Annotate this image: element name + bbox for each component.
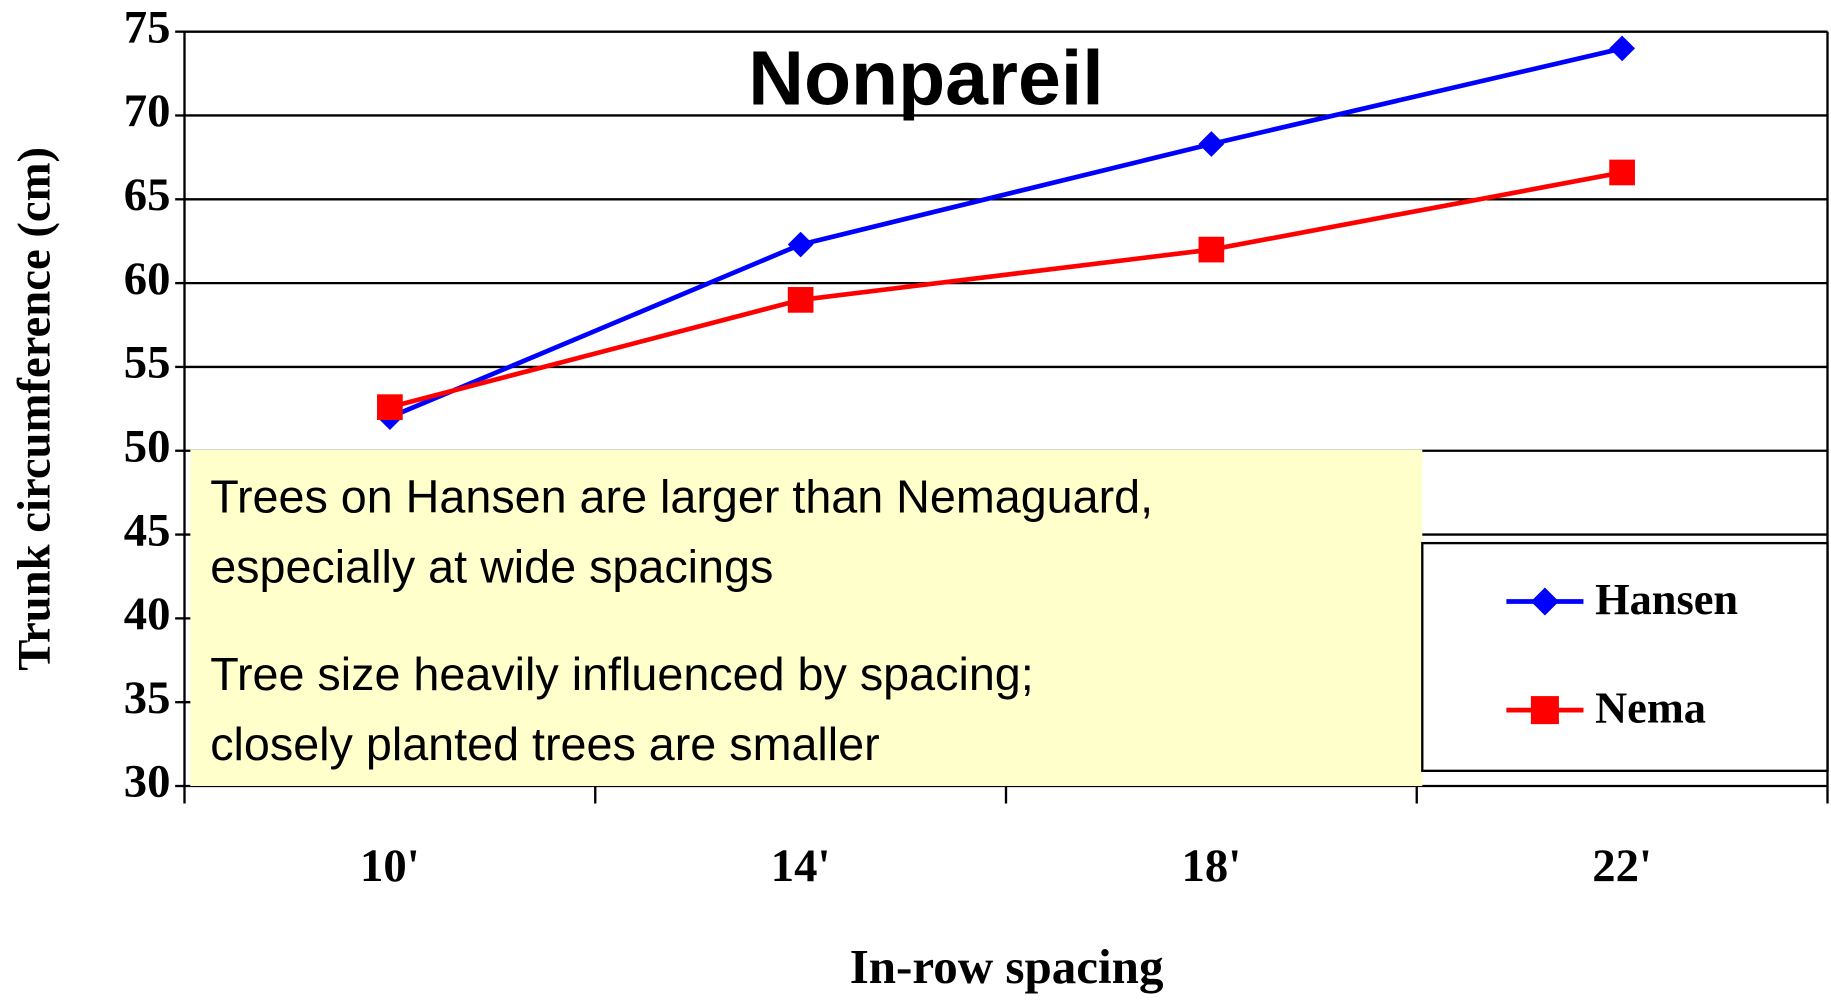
legend-box [1421,541,1829,772]
y-tick-label: 35 [124,672,171,724]
y-tick-label: 75 [124,1,171,53]
marker [1198,236,1225,263]
marker [1609,159,1635,186]
y-tick-label: 40 [124,588,171,640]
x-axis-label: In-row spacing [850,939,1164,994]
marker [1198,131,1225,157]
marker [377,394,403,421]
y-tick-label: 50 [124,420,171,472]
y-tick-label: 60 [124,253,171,305]
y-tick-label: 70 [124,85,171,137]
annotation-box [190,449,1423,787]
y-tick-label: 45 [124,504,171,556]
annotation-text: Trees on Hansen are larger than Nemaguar… [210,470,1153,522]
marker [787,231,814,258]
marker [1609,35,1635,62]
x-tick-label: 10' [360,840,420,892]
y-tick-label: 30 [124,756,171,808]
y-axis-label: Trunk circumference (cm) [8,147,60,671]
marker [787,287,814,313]
annotation-text: Tree size heavily influenced by spacing; [210,648,1034,700]
series-line [388,46,1623,420]
legend-label: Hansen [1595,574,1738,624]
marker [1530,696,1559,725]
x-tick-label: 22' [1592,840,1652,892]
annotation-text: closely planted trees are smaller [210,718,879,770]
x-tick-label: 18' [1182,840,1242,892]
legend-label: Nema [1595,683,1706,733]
x-tick-label: 14' [771,840,831,892]
annotation-text: especially at wide spacings [210,540,773,592]
series-line [389,170,1623,410]
y-tick-label: 65 [124,169,171,221]
chart-title: Nonpareil [748,36,1103,122]
y-tick-label: 55 [124,337,171,389]
